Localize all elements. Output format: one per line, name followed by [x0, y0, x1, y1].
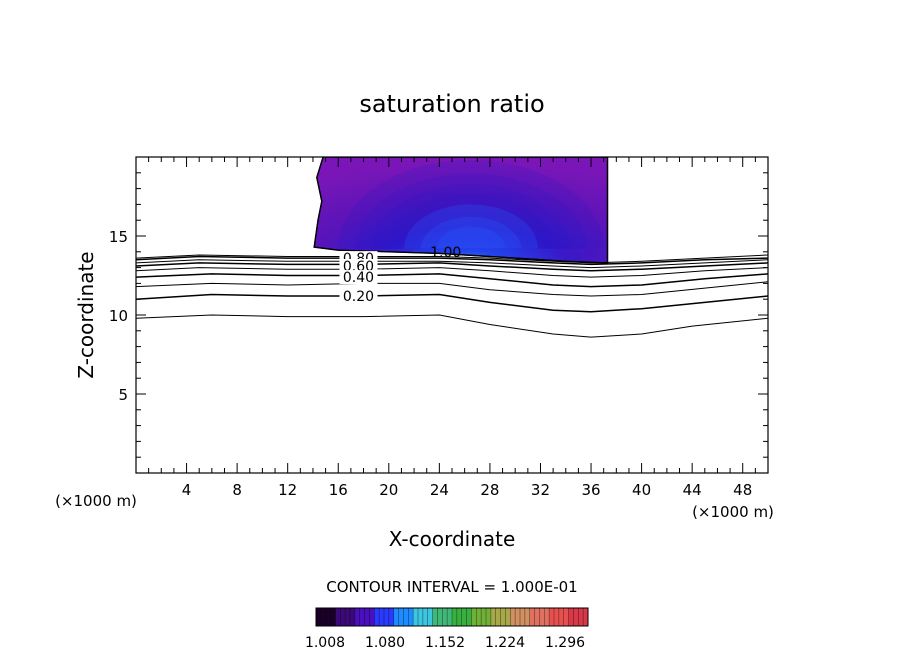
x-tick-label: 20 [379, 481, 398, 499]
x-tick-label: 44 [683, 481, 702, 499]
y-tick-label: 10 [109, 307, 128, 325]
x-unit-right: (×1000 m) [692, 503, 774, 521]
colorbar-labels: 1.008 1.080 1.152 1.224 1.296 [305, 635, 585, 651]
contour-label: 0.20 [343, 289, 374, 305]
contour-label-bg [339, 259, 378, 274]
x-tick-label: 12 [278, 481, 297, 499]
y-tick-label: 5 [118, 386, 128, 404]
colorbar-frame [315, 607, 589, 627]
x-tick-label: 40 [632, 481, 651, 499]
colorbar-tick-label: 1.224 [485, 635, 525, 651]
colorbar-tick-label: 1.080 [365, 635, 405, 651]
contour-label: 0.40 [343, 270, 374, 286]
colorbar-tick-label: 1.152 [425, 635, 465, 651]
fill-band [338, 160, 604, 249]
fill-band [371, 184, 571, 249]
chart-title: saturation ratio [359, 90, 544, 118]
x-tick-label: 8 [232, 481, 242, 499]
x-tick-label: 32 [531, 481, 550, 499]
contour-line-0.70 [136, 259, 768, 269]
x-tick-label: 28 [480, 481, 499, 499]
contour-line-0.10 [136, 314, 768, 338]
fill-band [404, 204, 538, 249]
contour-label: 1.00 [430, 245, 461, 261]
supersaturated-region [313, 157, 609, 264]
contour-line-0.80 [136, 255, 768, 266]
contour-lines [136, 254, 768, 338]
colorbar-tick-label: 1.008 [305, 635, 345, 651]
x-tick-label: 48 [733, 481, 752, 499]
contour-interval-text: CONTOUR INTERVAL = 1.000E-01 [326, 578, 577, 596]
colorbar [315, 607, 589, 627]
y-tick-label: 15 [109, 228, 128, 246]
fill-band [420, 216, 522, 249]
contour-line-0.60 [136, 262, 768, 272]
x-tick-label: 4 [182, 481, 192, 499]
x-unit-left: (×1000 m) [55, 492, 137, 510]
contour-line-0.20 [136, 293, 768, 313]
fill-band [436, 226, 506, 249]
fill-band [387, 193, 555, 249]
x-axis-label: X-coordinate [389, 527, 516, 551]
contour-label-bg [339, 289, 378, 304]
y-axis-label: Z-coordinate [74, 251, 98, 378]
colorbar-tick-label: 1.296 [545, 635, 585, 651]
fill-band [354, 173, 588, 249]
x-tick-label: 36 [581, 481, 600, 499]
contour-line-0.50 [136, 267, 768, 278]
contour-line-0.90 [136, 254, 768, 264]
x-tick-label: 16 [329, 481, 348, 499]
contour-labels: 1.000.800.600.400.20 [339, 245, 461, 305]
contour-line-0.30 [136, 281, 768, 297]
x-tick-label: 24 [430, 481, 449, 499]
contour-label-bg [339, 270, 378, 285]
contour-line-0.40 [136, 273, 768, 288]
